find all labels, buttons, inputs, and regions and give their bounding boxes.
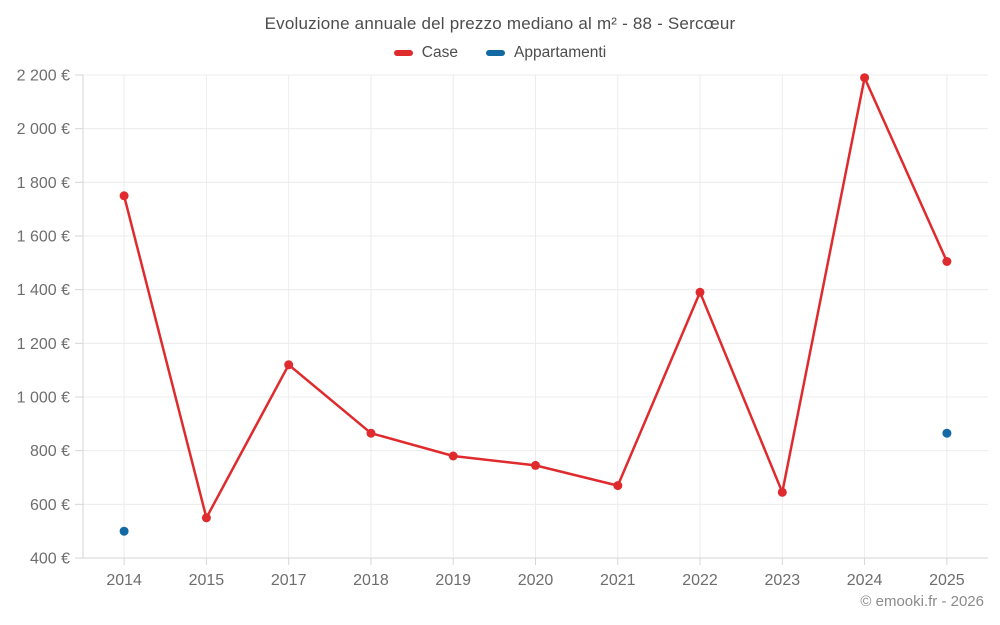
legend: Case Appartamenti [0, 44, 1000, 62]
copyright-footer: © emooki.fr - 2026 [860, 593, 984, 610]
appartamenti-legend-swatch-icon [485, 50, 505, 56]
series-case [119, 73, 952, 523]
series-appartamenti [119, 428, 952, 536]
y-tick-label: 1 000 € [17, 390, 70, 407]
appartamenti-point-2025 [942, 428, 952, 438]
case-point-2020 [531, 460, 540, 470]
case-legend-swatch-icon [393, 50, 413, 56]
chart-title: Evoluzione annuale del prezzo mediano al… [264, 14, 736, 33]
legend-item-appartamenti[interactable]: Appartamenti [485, 44, 607, 62]
x-tick-label: 2015 [189, 572, 225, 589]
x-tick-label: 2025 [929, 572, 965, 589]
y-tick-label: 600 € [30, 497, 70, 514]
x-tick-label: 2017 [271, 572, 307, 589]
y-tick-label: 800 € [30, 443, 70, 460]
case-point-2014 [119, 191, 129, 201]
case-point-2021 [613, 481, 623, 491]
legend-label-case: Case [421, 44, 458, 61]
y-tick-label: 2 200 € [17, 68, 70, 85]
y-tick-label: 2 000 € [17, 121, 70, 138]
y-tick-label: 1 800 € [17, 175, 70, 192]
x-tick-label: 2014 [106, 572, 142, 589]
case-point-2023 [777, 487, 787, 497]
y-tick-label: 400 € [30, 551, 70, 568]
y-tick-label: 1 600 € [17, 229, 70, 246]
x-tick-label: 2020 [518, 572, 554, 589]
legend-item-case[interactable]: Case [393, 44, 458, 62]
case-point-2022 [695, 287, 705, 297]
x-tick-label: 2022 [682, 572, 718, 589]
y-tick-label: 1 400 € [17, 282, 70, 299]
case-point-2024 [860, 73, 870, 83]
axes [75, 74, 988, 565]
gridlines [83, 74, 988, 559]
x-axis-labels: 2014 2015 2017 2018 2019 2020 2021 2022 2023 2024… [106, 572, 964, 589]
y-axis-labels: 400 € 600 € 800 € 1 000 € 1 200 € 1 400 € 1 60… [17, 68, 70, 568]
appartamenti-point-2014 [119, 526, 129, 536]
legend-label-appartamenti: Appartamenti [513, 44, 607, 61]
case-point-2019 [448, 451, 458, 461]
x-tick-label: 2019 [435, 572, 471, 589]
x-tick-label: 2018 [353, 572, 389, 589]
x-tick-label: 2024 [847, 572, 883, 589]
case-point-2015 [201, 513, 211, 523]
case-point-2017 [284, 360, 294, 370]
case-point-2018 [366, 428, 376, 438]
x-tick-label: 2021 [600, 572, 636, 589]
case-point-2025 [942, 257, 952, 266]
x-tick-label: 2023 [765, 572, 801, 589]
y-tick-label: 1 200 € [17, 336, 70, 353]
